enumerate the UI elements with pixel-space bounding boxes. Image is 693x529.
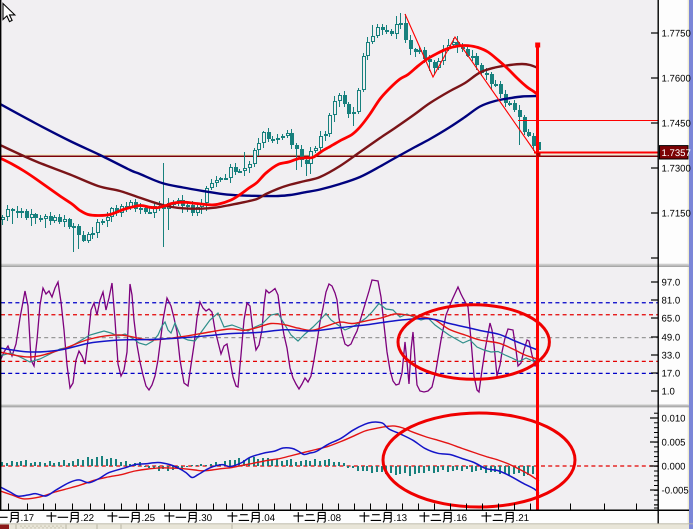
svg-text:0.005: 0.005	[662, 438, 686, 449]
svg-text:1.7357: 1.7357	[662, 148, 691, 159]
svg-text:.30: .30	[199, 513, 213, 524]
svg-text:17.0: 17.0	[662, 369, 681, 380]
svg-text:.08: .08	[328, 513, 342, 524]
svg-text:49.0: 49.0	[662, 333, 681, 344]
svg-text:.25: .25	[142, 513, 156, 524]
svg-text:0.000: 0.000	[662, 462, 686, 473]
svg-text:81.0: 81.0	[662, 296, 681, 307]
svg-text:.17: .17	[21, 513, 35, 524]
svg-text:.21: .21	[516, 513, 530, 524]
svg-text:1.7750: 1.7750	[662, 29, 691, 40]
svg-text:1.0: 1.0	[662, 387, 675, 398]
svg-text:65.0: 65.0	[662, 314, 681, 325]
svg-text:1.7600: 1.7600	[662, 74, 691, 85]
svg-text:1.7150: 1.7150	[662, 209, 691, 220]
svg-text:-0.005: -0.005	[662, 486, 689, 497]
svg-text:0.010: 0.010	[662, 414, 686, 425]
svg-text:.04: .04	[262, 513, 276, 524]
svg-text:.16: .16	[454, 513, 468, 524]
svg-text:33.0: 33.0	[662, 351, 681, 362]
svg-text:1.7450: 1.7450	[662, 119, 691, 130]
svg-text:.22: .22	[81, 513, 95, 524]
svg-text:.13: .13	[394, 513, 408, 524]
svg-text:1.7300: 1.7300	[662, 164, 691, 175]
svg-text:97.0: 97.0	[662, 278, 681, 289]
